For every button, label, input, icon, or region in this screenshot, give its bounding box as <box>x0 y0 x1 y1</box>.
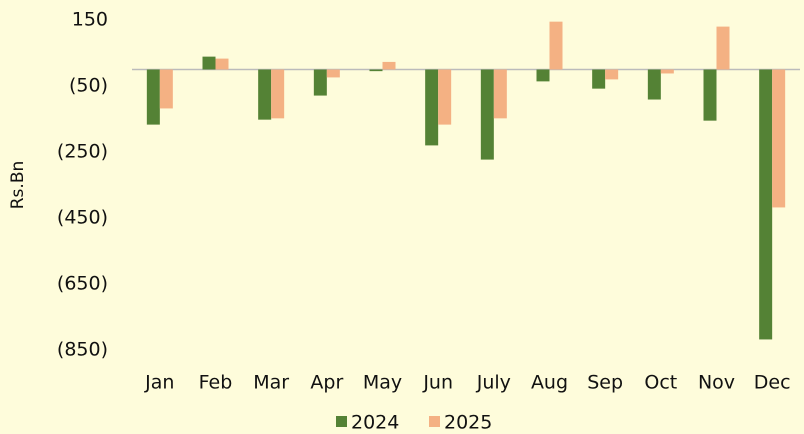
x-tick-label: Nov <box>698 372 735 394</box>
x-tick-label: Apr <box>310 372 343 394</box>
bar <box>772 69 786 208</box>
bar <box>493 69 507 119</box>
bar <box>369 69 383 72</box>
x-tick-label: July <box>476 372 511 394</box>
bar <box>438 69 452 125</box>
x-tick-label: Feb <box>199 372 233 394</box>
bar <box>759 69 773 340</box>
y-tick-label: (650) <box>57 273 108 295</box>
bar <box>382 61 396 70</box>
legend-swatch <box>429 416 440 427</box>
x-tick-label: Jun <box>422 372 453 394</box>
bar <box>647 69 661 100</box>
legend-label: 2024 <box>351 412 399 434</box>
y-axis-label: Rs.Bn <box>8 161 28 210</box>
x-tick-label: Sep <box>587 372 623 394</box>
bar <box>202 56 216 70</box>
bar <box>159 69 173 109</box>
bar <box>660 69 674 74</box>
y-tick-label: (50) <box>69 75 108 97</box>
bar <box>425 69 439 146</box>
bar <box>215 58 229 70</box>
bar <box>703 69 717 121</box>
legend-swatch <box>336 416 347 427</box>
bar <box>313 69 327 96</box>
bar <box>258 69 272 120</box>
bar <box>716 26 730 70</box>
bar <box>480 69 494 160</box>
x-tick-label: Aug <box>531 372 568 394</box>
bar <box>271 69 285 119</box>
y-tick-label: (850) <box>57 339 108 361</box>
bar <box>326 69 340 78</box>
y-tick-label: (450) <box>57 207 108 229</box>
y-tick-label: 150 <box>72 9 108 31</box>
x-tick-label: May <box>363 372 402 394</box>
bar <box>549 21 563 70</box>
y-tick-label: (250) <box>57 141 108 163</box>
bar <box>146 69 160 125</box>
bar <box>605 69 619 80</box>
x-tick-label: Dec <box>754 372 791 394</box>
bar <box>536 69 550 82</box>
legend-label: 2025 <box>444 412 492 434</box>
x-tick-label: Oct <box>644 372 677 394</box>
x-tick-label: Mar <box>253 372 289 394</box>
bar <box>592 69 606 89</box>
x-tick-label: Jan <box>144 372 174 394</box>
